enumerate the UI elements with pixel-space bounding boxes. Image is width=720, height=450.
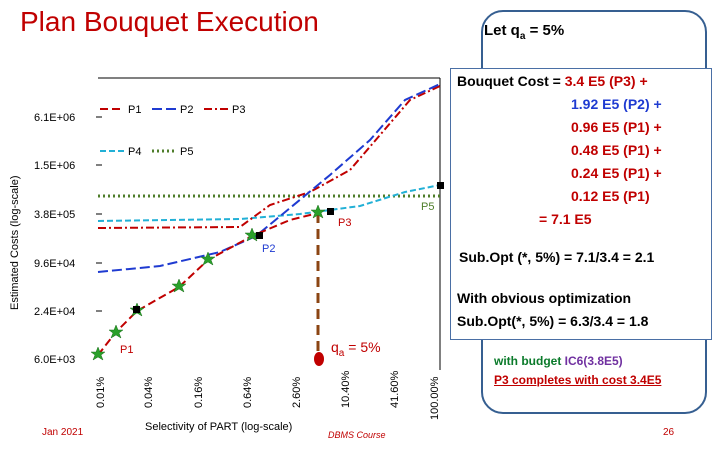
curve-p4: [97, 184, 441, 222]
obvious-opt-line-1: With obvious optimization: [457, 290, 632, 306]
x-tick-label: 100.00%: [429, 376, 441, 420]
let-prefix: Let q: [484, 22, 520, 39]
legend-p3-label: P3: [232, 104, 245, 116]
let-subscript: a: [519, 31, 526, 42]
curve-label-p5: P5: [421, 201, 434, 213]
x-tick-label: 2.60%: [291, 377, 303, 408]
page-number: 26: [663, 427, 675, 438]
curve-p1: [97, 212, 319, 356]
qa-label-sub: a: [339, 348, 345, 359]
curve-p3: [97, 85, 441, 229]
cost-label: Bouquet Cost =: [457, 73, 565, 89]
p2-square-marker: [256, 232, 263, 239]
curve-label-p3: P3: [338, 217, 351, 229]
x-tick-label: 0.04%: [143, 377, 155, 408]
cost-line-6: 0.12 E5 (P1): [571, 188, 650, 204]
p1-square-marker: [133, 306, 140, 313]
curve-label-p1: P1: [120, 344, 133, 356]
obvious-opt-line-2: Sub.Opt(*, 5%) = 6.3/3.4 = 1.8: [457, 313, 649, 329]
legend-p1-label: P1: [128, 104, 141, 116]
star-marker: [310, 204, 326, 219]
y-tick-label: 6.1E+06: [34, 112, 75, 124]
curve-label-p2: P2: [262, 243, 275, 255]
cost-line-3: 0.96 E5 (P1) +: [571, 119, 662, 135]
p3-square-marker: [327, 208, 334, 215]
cost-line-4: 0.48 E5 (P1) +: [571, 142, 662, 158]
slide-title: Plan Bouquet Execution: [20, 6, 319, 37]
footer-course: DBMS Course: [328, 430, 386, 440]
cost-total: = 7.1 E5: [539, 211, 592, 227]
y-tick-label: 1.5E+06: [34, 160, 75, 172]
qa-label-q: q: [331, 339, 339, 355]
y-axis-label: Estimated Costs (log-scale): [9, 176, 21, 311]
let-qa-label: Let qa = 5%: [484, 22, 564, 42]
star-marker: [90, 346, 106, 361]
let-suffix: = 5%: [525, 22, 565, 39]
y-tick-label: 3.8E+05: [34, 209, 75, 221]
bouquet-cost-box: Bouquet Cost = 3.4 E5 (P3) + 1.92 E5 (P2…: [450, 68, 712, 340]
x-axis-label: Selectivity of PART (log-scale): [145, 421, 292, 433]
star-marker: [171, 278, 187, 293]
qa-marker: [314, 352, 324, 366]
y-tick-label: 2.4E+04: [34, 306, 75, 318]
qa-label-suffix: = 5%: [344, 339, 380, 355]
x-tick-label: 0.01%: [95, 377, 107, 408]
cost-value-p3: 3.4 E5 (P3) +: [564, 73, 648, 89]
cost-line-2: 1.92 E5 (P2) +: [571, 96, 662, 112]
legend-p2-label: P2: [180, 104, 193, 116]
y-tick-label: 6.0E+03: [34, 354, 75, 366]
bouquet-stars: [90, 204, 326, 361]
qa-label: qa = 5%: [331, 339, 381, 359]
x-tick-label: 10.40%: [340, 370, 352, 408]
budget-line-2: P3 completes with cost 3.4E5: [494, 373, 662, 387]
star-marker: [108, 324, 124, 339]
x-tick-label: 0.64%: [242, 377, 254, 408]
legend-p5-label: P5: [180, 146, 193, 158]
footer-date: Jan 2021: [42, 427, 84, 438]
budget-prefix: with budget: [494, 354, 565, 368]
star-marker: [200, 251, 216, 266]
budget-note: with budget IC6(3.8E5) P3 completes with…: [494, 352, 661, 390]
legend-p4-label: P4: [128, 146, 141, 158]
subopt-line: Sub.Opt (*, 5%) = 7.1/3.4 = 2.1: [459, 249, 655, 265]
budget-value: IC6(3.8E5): [564, 354, 623, 368]
x-tick-label: 41.60%: [389, 370, 401, 408]
x-tick-label: 0.16%: [193, 377, 205, 408]
cost-line-1: Bouquet Cost = 3.4 E5 (P3) +: [457, 73, 648, 89]
y-tick-label: 9.6E+04: [34, 258, 75, 270]
p5-square-marker: [437, 182, 444, 189]
cost-line-5: 0.24 E5 (P1) +: [571, 165, 662, 181]
budget-line-1: with budget IC6(3.8E5): [494, 352, 661, 371]
